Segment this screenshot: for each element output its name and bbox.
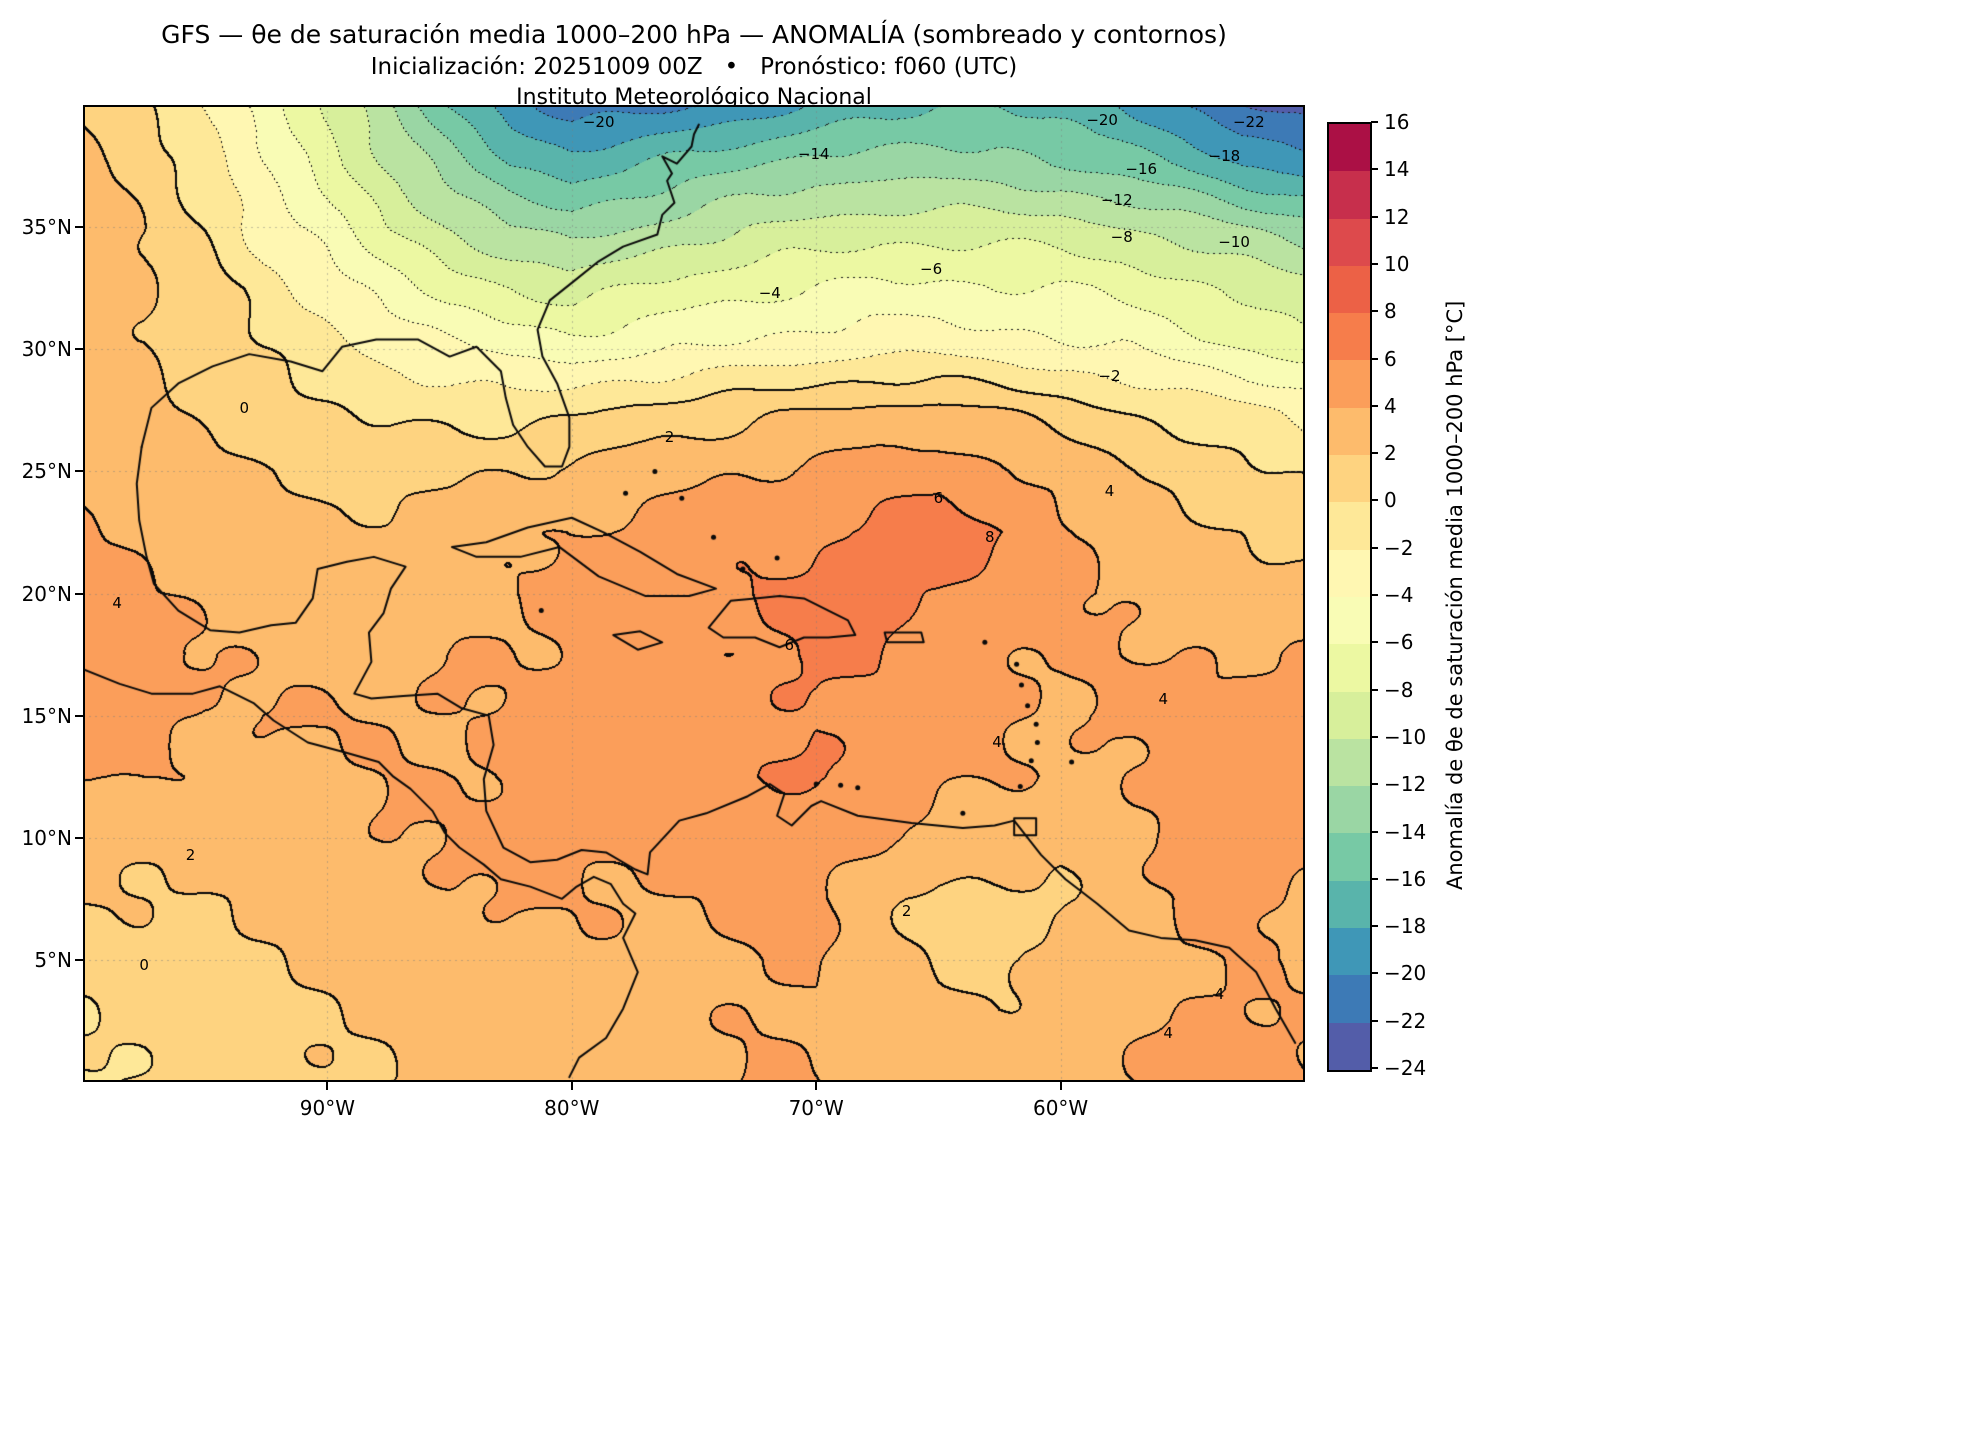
colorbar-tick-label: 2 — [1384, 441, 1397, 466]
y-tick-label: 5°N — [34, 947, 72, 972]
x-tick-label: 70°W — [788, 1096, 844, 1120]
colorbar-block — [1329, 313, 1370, 361]
colorbar-tick-mark — [1371, 168, 1378, 171]
colorbar-tick-label: 12 — [1384, 204, 1410, 229]
colorbar-tick-label: −16 — [1384, 866, 1427, 891]
colorbar-tick-label: −6 — [1384, 630, 1414, 655]
colorbar-tick-mark — [1371, 830, 1378, 833]
colorbar-tick-label: 16 — [1384, 110, 1410, 134]
colorbar-block — [1329, 124, 1370, 172]
colorbar-block — [1329, 455, 1370, 503]
colorbar-block — [1329, 691, 1370, 739]
colorbar-tick-mark — [1371, 735, 1378, 738]
y-tick-label: 35°N — [21, 215, 72, 240]
colorbar-block — [1329, 975, 1370, 1023]
colorbar-tick-label: −10 — [1384, 724, 1427, 749]
colorbar-tick-mark — [1371, 499, 1378, 502]
colorbar-tick-label: 0 — [1384, 488, 1397, 513]
y-tick-mark — [75, 226, 83, 229]
colorbar-tick-mark — [1371, 594, 1378, 596]
chart-subtitle: Inicialización: 20251009 00Z • Pronóstic… — [370, 54, 1018, 80]
colorbar-tick-label: −22 — [1384, 1008, 1427, 1033]
colorbar-block — [1329, 360, 1370, 408]
figure-titles: GFS — θe de saturación media 1000–200 hP… — [83, 18, 1305, 113]
colorbar-tick-label: −14 — [1384, 819, 1427, 844]
x-tick-mark — [570, 1082, 573, 1090]
colorbar-tick-mark — [1371, 121, 1378, 123]
y-tick-mark — [75, 958, 83, 961]
colorbar-tick-mark — [1371, 783, 1378, 786]
x-tick-mark — [815, 1082, 818, 1090]
colorbar-block — [1329, 218, 1370, 266]
colorbar-block — [1329, 596, 1370, 645]
colorbar-tick-label: 4 — [1384, 393, 1397, 418]
x-tick-label: 60°W — [1032, 1096, 1089, 1120]
colorbar-label: Anomalía de θe de saturación media 1000–… — [1443, 300, 1467, 890]
colorbar-block — [1329, 644, 1370, 692]
colorbar-tick-mark — [1371, 404, 1378, 407]
colorbar-block — [1329, 1022, 1370, 1070]
colorbar-block — [1329, 880, 1370, 929]
colorbar-tick-label: −18 — [1384, 914, 1427, 939]
y-tick-mark — [75, 714, 83, 717]
colorbar-tick-label: −12 — [1384, 772, 1427, 797]
colorbar-tick-label: −24 — [1384, 1056, 1427, 1080]
colorbar-tick-mark — [1371, 641, 1378, 644]
colorbar-block — [1329, 786, 1370, 834]
colorbar-block — [1329, 833, 1370, 881]
colorbar-tick-mark — [1371, 452, 1378, 455]
y-tick-label: 25°N — [21, 459, 72, 484]
colorbar-block — [1329, 265, 1370, 314]
colorbar-tick-mark — [1371, 1019, 1378, 1022]
colorbar-tick-label: 6 — [1384, 346, 1397, 371]
y-tick-label: 20°N — [21, 581, 72, 606]
colorbar-tick-mark — [1371, 877, 1378, 880]
colorbar-tick-mark — [1371, 1067, 1378, 1069]
colorbar-block — [1329, 738, 1370, 787]
colorbar-tick-label: 14 — [1384, 157, 1410, 182]
y-tick-label: 15°N — [21, 703, 72, 728]
map-canvas — [83, 105, 1305, 1082]
colorbar-block — [1329, 407, 1370, 456]
colorbar-block — [1329, 171, 1370, 219]
y-tick-label: 10°N — [21, 825, 72, 850]
colorbar-tick-mark — [1371, 262, 1378, 265]
x-tick-mark — [326, 1082, 329, 1090]
x-tick-label: 90°W — [299, 1096, 356, 1120]
map-plot-area: −20 −14 −20 −22 −18 −16 −12 −8 −10 −6 −4 −2 0 2 4 6 8 4 6 4… — [83, 105, 1305, 1082]
colorbar-tick-label: 8 — [1384, 299, 1397, 324]
colorbar-tick-mark — [1371, 357, 1378, 360]
colorbar-tick-mark — [1371, 215, 1378, 218]
colorbar-block — [1329, 502, 1370, 550]
colorbar-block — [1329, 549, 1370, 597]
colorbar-tick-mark — [1371, 310, 1378, 313]
y-tick-label: 30°N — [21, 337, 72, 362]
y-tick-mark — [75, 592, 83, 595]
colorbar — [1327, 122, 1372, 1072]
colorbar-tick-label: −8 — [1384, 677, 1414, 702]
y-tick-mark — [75, 836, 83, 839]
colorbar-tick-label: −20 — [1384, 961, 1427, 986]
y-tick-mark — [75, 470, 83, 473]
chart-title: GFS — θe de saturación media 1000–200 hP… — [161, 20, 1227, 49]
x-tick-mark — [1059, 1082, 1062, 1090]
colorbar-tick-mark — [1371, 546, 1378, 549]
colorbar-block — [1329, 928, 1370, 976]
colorbar-tick-label: 10 — [1384, 251, 1410, 276]
colorbar-tick-label: −4 — [1384, 583, 1414, 607]
y-tick-mark — [75, 348, 83, 351]
colorbar-tick-mark — [1371, 688, 1378, 691]
colorbar-tick-mark — [1371, 925, 1378, 928]
x-tick-label: 80°W — [544, 1096, 600, 1120]
colorbar-tick-label: −2 — [1384, 535, 1414, 560]
colorbar-tick-mark — [1371, 972, 1378, 975]
